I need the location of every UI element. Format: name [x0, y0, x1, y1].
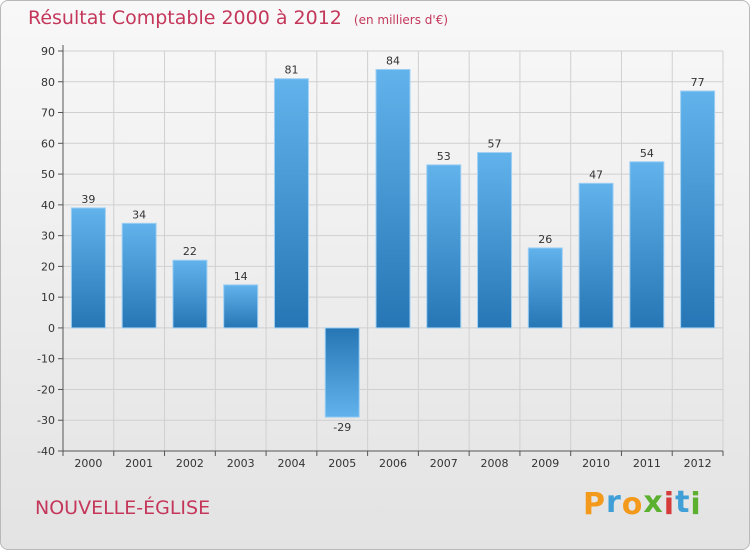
data-label-2010: 47: [589, 168, 603, 181]
logo-letter: P: [583, 487, 606, 522]
data-label-2001: 34: [132, 208, 146, 221]
bar-2005: [324, 327, 360, 418]
y-tick-label: 80: [41, 76, 55, 89]
data-label-2002: 22: [183, 245, 197, 258]
y-tick-label: 0: [48, 322, 55, 335]
bar-2000: [70, 207, 106, 329]
logo-letter: i: [663, 487, 676, 522]
bar-2003: [223, 284, 259, 329]
x-tick-label-2011: 2011: [633, 457, 661, 470]
data-label-2005: -29: [333, 421, 351, 434]
y-tick-label: -20: [37, 383, 55, 396]
logo-letter: x: [643, 485, 664, 520]
data-label-2003: 14: [234, 270, 248, 283]
bar-2006: [375, 68, 411, 329]
y-tick-label: 30: [41, 230, 55, 243]
bar-2007: [426, 164, 462, 329]
bar-2010: [578, 182, 614, 329]
data-label-2008: 57: [488, 138, 502, 151]
y-tick-label: 90: [41, 45, 55, 58]
x-tick-label-2003: 2003: [227, 457, 255, 470]
x-tick-label-2004: 2004: [277, 457, 305, 470]
data-label-2011: 54: [640, 147, 654, 160]
proxiti-logo: Proxiti: [583, 485, 702, 522]
x-tick-label-2000: 2000: [74, 457, 102, 470]
bar-2004: [273, 78, 309, 329]
y-tick-label: 60: [41, 137, 55, 150]
chart-title: Résultat Comptable 2000 à 2012 (en millie…: [28, 7, 448, 29]
x-tick-label-2010: 2010: [582, 457, 610, 470]
x-tick-label-2005: 2005: [328, 457, 356, 470]
y-tick-label: 50: [41, 168, 55, 181]
x-tick-label-2008: 2008: [481, 457, 509, 470]
bar-2008: [477, 152, 513, 329]
data-label-2004: 81: [284, 64, 298, 77]
bar-2009: [527, 247, 563, 329]
y-tick-label: -30: [37, 414, 55, 427]
x-tick-label-2007: 2007: [430, 457, 458, 470]
y-tick-label: 10: [41, 291, 55, 304]
data-label-2007: 53: [437, 150, 451, 163]
x-tick-label-2012: 2012: [684, 457, 712, 470]
logo-letter: t: [675, 485, 691, 520]
logo-letter: i: [690, 487, 702, 522]
data-label-2009: 26: [538, 233, 552, 246]
y-tick-label: 40: [41, 199, 55, 212]
chart-unit: (en milliers d'€): [353, 13, 449, 27]
y-tick-label: -10: [37, 353, 55, 366]
x-tick-label-2006: 2006: [379, 457, 407, 470]
data-label-2012: 77: [691, 76, 705, 89]
logo-letter: r: [606, 485, 622, 520]
logo-letter: o: [621, 487, 644, 522]
x-tick-label-2009: 2009: [531, 457, 559, 470]
bars: 39 34 22 14 81 -29 84 53 57 26 47 54 77: [70, 54, 716, 434]
bar-2002: [172, 259, 208, 329]
y-tick-label: -40: [37, 445, 55, 458]
commune-name: NOUVELLE-ÉGLISE: [35, 497, 211, 519]
x-tick-label-2001: 2001: [125, 457, 153, 470]
x-tick-label-2002: 2002: [176, 457, 204, 470]
data-label-2006: 84: [386, 54, 400, 67]
bar-2001: [121, 222, 157, 329]
chart-title-text: Résultat Comptable 2000 à 2012: [28, 7, 342, 29]
data-label-2000: 39: [81, 193, 95, 206]
bar-2011: [629, 161, 665, 329]
y-tick-label: 20: [41, 260, 55, 273]
y-tick-label: 70: [41, 107, 55, 120]
bar-2012: [680, 90, 716, 329]
